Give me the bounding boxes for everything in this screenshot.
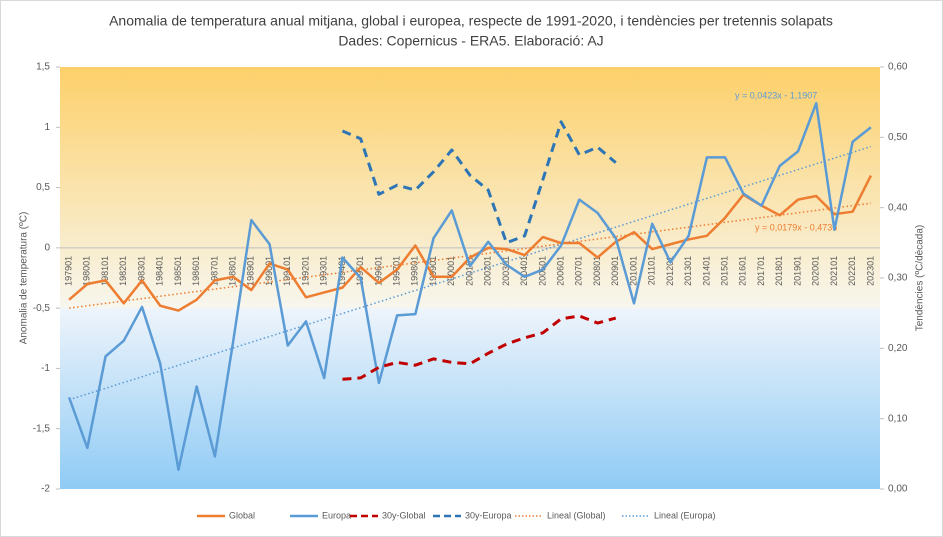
x-tick-label: 200601 bbox=[555, 256, 565, 286]
x-tick-label: 198001 bbox=[82, 256, 92, 286]
x-tick-label: 199401 bbox=[337, 256, 347, 286]
x-tick-label: 201701 bbox=[756, 256, 766, 286]
y2-tick-label: 0,50 bbox=[888, 132, 908, 143]
y-tick-label: 0 bbox=[44, 242, 50, 253]
x-tick-label: 201001 bbox=[628, 256, 638, 286]
y-tick-label: 0,5 bbox=[36, 182, 50, 193]
x-tick-label: 200401 bbox=[519, 256, 529, 286]
x-tick-label: 201101 bbox=[647, 256, 657, 285]
y-tick-label: -0,5 bbox=[33, 303, 51, 314]
x-tick-label: 201901 bbox=[792, 256, 802, 286]
y-tick-label: 1 bbox=[44, 122, 50, 133]
x-tick-label: 201201 bbox=[665, 256, 675, 286]
legend-label: 30y-Europa bbox=[465, 510, 512, 520]
y2-tick-label: 0,20 bbox=[888, 343, 908, 354]
x-tick-label: 201301 bbox=[683, 256, 693, 286]
x-tick-label: 199901 bbox=[428, 256, 438, 286]
trendline bbox=[68, 145, 872, 401]
x-tick-label: 200301 bbox=[501, 256, 511, 286]
y2-axis-title: Tendències (ºC/dècada) bbox=[915, 225, 926, 332]
x-tick-label: 199601 bbox=[373, 256, 383, 286]
x-tick-label: 201601 bbox=[738, 256, 748, 286]
legend-label: 30y-Global bbox=[382, 510, 426, 520]
y2-tick-label: 0,60 bbox=[888, 62, 908, 73]
x-tick-label: 199201 bbox=[300, 256, 310, 286]
y2-tick-label: 0,40 bbox=[888, 202, 908, 213]
x-tick-label: 198701 bbox=[209, 256, 219, 286]
x-tick-label: 200901 bbox=[610, 256, 620, 286]
y-axis-title: Anomalia de temperatura (ºC) bbox=[19, 212, 30, 345]
series-line bbox=[342, 314, 617, 381]
x-tick-label: 198201 bbox=[118, 256, 128, 286]
x-tick-label: 201801 bbox=[774, 256, 784, 286]
x-tick-label: 202301 bbox=[865, 256, 875, 286]
x-tick-label: 200101 bbox=[464, 256, 474, 286]
y2-tick-label: 0,10 bbox=[888, 413, 908, 424]
x-tick-label: 198801 bbox=[227, 256, 237, 286]
x-tick-label: 200201 bbox=[483, 256, 493, 286]
x-tick-label: 198101 bbox=[100, 256, 110, 286]
x-tick-label: 198501 bbox=[173, 256, 183, 286]
y-tick-label: -2 bbox=[41, 484, 50, 495]
y-tick-label: 1,5 bbox=[36, 62, 50, 73]
cold-zone bbox=[60, 308, 880, 489]
x-tick-label: 202101 bbox=[829, 256, 839, 286]
y-tick-label: -1 bbox=[41, 363, 50, 374]
trendline bbox=[69, 202, 871, 309]
legend-label: Global bbox=[229, 510, 255, 520]
x-tick-label: 200701 bbox=[574, 256, 584, 286]
trend-equation: y = 0,0423x - 1,1907 bbox=[735, 90, 817, 100]
y-tick-label: -1,5 bbox=[33, 423, 51, 434]
series-line bbox=[341, 120, 617, 245]
x-tick-label: 199301 bbox=[319, 256, 329, 286]
trend-equation: y = 0,0179x - 0,4736 bbox=[755, 222, 837, 232]
x-tick-label: 197901 bbox=[63, 256, 73, 286]
chart-title: Anomalia de temperatura anual mitjana, g… bbox=[109, 13, 833, 29]
x-tick-label: 199501 bbox=[355, 256, 365, 286]
x-tick-label: 202201 bbox=[847, 256, 857, 286]
y2-tick-label: 0,00 bbox=[888, 484, 908, 495]
warm-zone bbox=[60, 67, 880, 309]
x-tick-label: 202001 bbox=[811, 256, 821, 286]
x-tick-label: 201501 bbox=[719, 256, 729, 286]
x-tick-label: 198601 bbox=[191, 256, 201, 286]
chart-subtitle: Dades: Copernicus - ERA5. Elaboració: AJ bbox=[338, 33, 603, 49]
x-tick-label: 200001 bbox=[446, 256, 456, 286]
x-tick-label: 199001 bbox=[264, 256, 274, 286]
x-tick-label: 199801 bbox=[410, 256, 420, 286]
x-tick-label: 198401 bbox=[155, 256, 165, 286]
legend-label: Lineal (Europa) bbox=[654, 510, 716, 520]
legend-label: Europa bbox=[322, 510, 351, 520]
x-tick-label: 200801 bbox=[592, 256, 602, 286]
series-line bbox=[68, 174, 873, 312]
x-tick-label: 198301 bbox=[136, 256, 146, 286]
legend-label: Lineal (Global) bbox=[547, 510, 606, 520]
x-tick-label: 198901 bbox=[246, 256, 256, 286]
series-line bbox=[67, 101, 872, 471]
y2-tick-label: 0,30 bbox=[888, 273, 908, 284]
x-tick-label: 201401 bbox=[701, 256, 711, 286]
